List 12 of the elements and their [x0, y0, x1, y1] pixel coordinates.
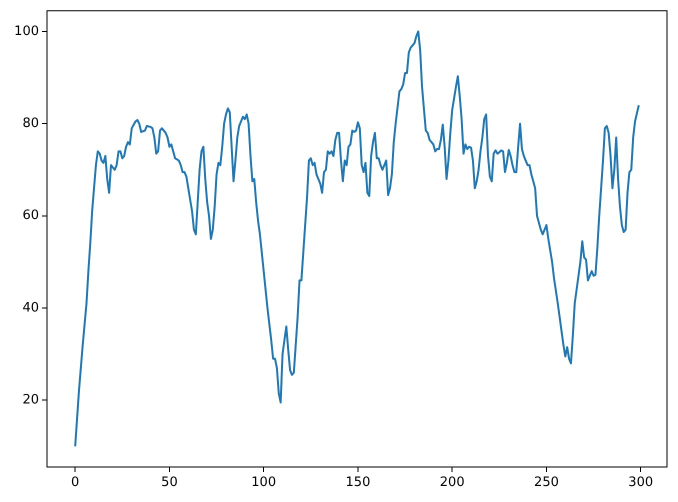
y-tick-label: 100	[14, 24, 39, 39]
y-tick-label: 20	[22, 392, 39, 408]
x-tick-label: 100	[251, 475, 276, 490]
y-tick-label: 80	[22, 116, 39, 132]
x-tick-label: 150	[346, 475, 370, 490]
x-tick-label: 0	[71, 475, 80, 490]
x-tick-label: 300	[628, 475, 654, 490]
x-tick-label: 50	[161, 475, 178, 490]
x-tick-label: 200	[440, 475, 465, 490]
x-tick-label: 250	[534, 475, 559, 490]
y-tick-label: 60	[22, 208, 39, 224]
y-tick-label: 40	[22, 300, 39, 316]
